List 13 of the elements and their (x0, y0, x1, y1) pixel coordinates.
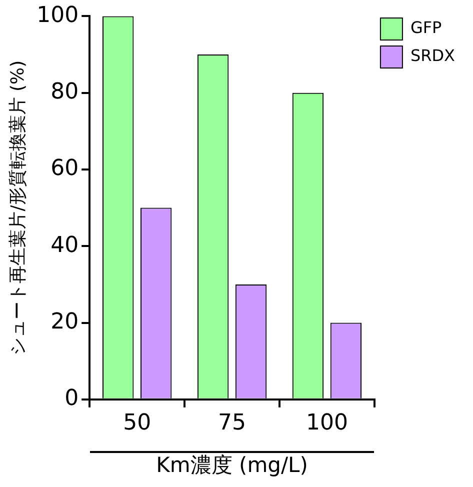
x-tick-label: 50 (123, 410, 152, 436)
y-tick-label: 80 (50, 80, 79, 105)
x-axis-title: Km濃度 (mg/L) (156, 452, 308, 477)
y-tick-label: 0 (64, 386, 79, 412)
y-axis-title: シュート再生葉片/形質転換葉片 (%) (7, 60, 28, 356)
x-tick-label: 100 (306, 410, 348, 436)
legend-label: GFP (410, 18, 442, 38)
y-tick-label: 20 (50, 309, 79, 334)
legend-label: SRDX (410, 46, 456, 66)
y-tick-label: 60 (50, 156, 79, 182)
x-tick-label: 75 (218, 410, 246, 436)
y-tick-label: 40 (50, 232, 79, 258)
y-tick-label: 100 (36, 2, 79, 28)
